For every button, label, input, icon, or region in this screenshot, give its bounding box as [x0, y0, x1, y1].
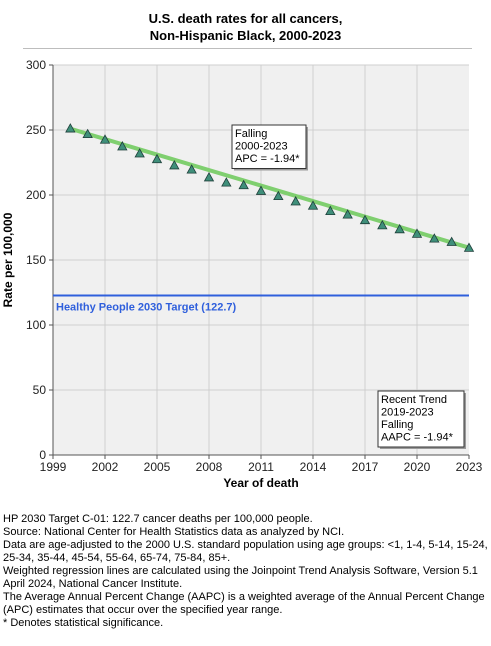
y-tick-label: 300 [26, 58, 46, 72]
x-tick-label: 2008 [196, 460, 223, 474]
target-line-label: Healthy People 2030 Target (122.7) [56, 301, 236, 313]
x-tick-label: 2002 [92, 460, 119, 474]
data-point [186, 164, 197, 174]
death-rate-chart: 0 50 100 150 200 250 300 1999 2002 2005 2008 2011 2… [1, 58, 483, 490]
x-tick-label: 1999 [40, 460, 67, 474]
data-point [151, 153, 163, 164]
x-tick-label: 2005 [144, 460, 171, 474]
annotation-text: 2019-2023 [381, 407, 434, 419]
data-point [99, 134, 111, 144]
data-point [203, 171, 215, 182]
x-tick-label: 2014 [300, 460, 327, 474]
data-points [65, 123, 475, 252]
data-point [359, 214, 371, 225]
y-tick-label: 100 [26, 318, 46, 332]
data-point [429, 233, 440, 243]
data-point [307, 200, 319, 210]
x-tick-label: 2011 [248, 460, 274, 474]
x-axis-label: Year of death [223, 476, 298, 490]
annotation-text: APC = -1.94* [235, 153, 300, 165]
chart-title: U.S. death rates for all cancers, [148, 11, 343, 26]
annotation-text: 2000-2023 [235, 141, 288, 153]
annotation-text: Falling [381, 419, 413, 431]
footnote-line: Source: National Center for Health Stati… [3, 526, 345, 538]
data-point [463, 242, 475, 252]
x-tick-label: 2017 [352, 460, 379, 474]
annotation-box [231, 124, 307, 169]
data-point [290, 196, 301, 206]
regression-line [68, 126, 471, 250]
chart-subtitle: Non-Hispanic Black, 2000-2023 [149, 28, 342, 43]
data-point [221, 177, 232, 187]
data-point [377, 219, 388, 230]
data-point [82, 128, 93, 139]
data-point [325, 205, 336, 215]
annotation-text: Falling [235, 128, 267, 140]
chart-title-block: U.S. death rates for all cancers, Non-Hi… [0, 10, 491, 44]
footnote-line: The Average Annual Percent Change (AAPC)… [3, 591, 485, 616]
footnote-line: * Denotes statistical significance. [3, 617, 164, 629]
data-point [255, 185, 267, 195]
y-tick-label: 150 [26, 253, 46, 267]
x-tick-label: 2020 [404, 460, 431, 474]
data-point [394, 223, 405, 234]
data-point [238, 179, 249, 190]
data-point [65, 123, 76, 133]
y-tick-label: 0 [39, 448, 46, 462]
annotation-text: Recent Trend [381, 394, 447, 406]
x-tick-label: 2023 [456, 460, 483, 474]
data-point [411, 228, 423, 238]
y-tick-label: 50 [33, 383, 47, 397]
data-point [273, 190, 284, 201]
regression-line-group [68, 126, 471, 250]
x-axis: 1999 2002 2005 2008 2011 2014 2017 2020 2023 [40, 454, 483, 474]
y-tick-label: 250 [26, 123, 46, 137]
footnote-line: Weighted regression lines are calculated… [3, 565, 478, 590]
data-point [446, 236, 457, 246]
title-divider [23, 48, 472, 49]
y-tick-label: 200 [26, 188, 46, 202]
annotation-box [377, 390, 465, 448]
target-line-group: Healthy People 2030 Target (122.7) [53, 294, 469, 313]
y-axis-label: Rate per 100,000 [1, 212, 15, 307]
y-axis: 0 50 100 150 200 250 300 [26, 58, 54, 462]
footnotes: HP 2030 Target C-01: 122.7 cancer deaths… [3, 513, 489, 630]
data-point [342, 209, 353, 219]
footnote-line: Data are age-adjusted to the 2000 U.S. s… [3, 539, 488, 564]
annotation-text: AAPC = -1.94* [381, 432, 454, 444]
data-point [169, 160, 180, 170]
footnote-line: HP 2030 Target C-01: 122.7 cancer deaths… [3, 513, 313, 525]
data-point [134, 148, 145, 158]
data-point [117, 141, 128, 151]
